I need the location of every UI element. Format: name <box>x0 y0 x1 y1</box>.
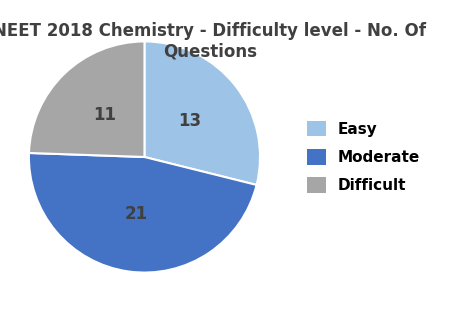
Text: 21: 21 <box>125 205 148 223</box>
Text: 11: 11 <box>93 106 116 124</box>
Wedge shape <box>29 153 257 273</box>
Legend: Easy, Moderate, Difficult: Easy, Moderate, Difficult <box>301 115 426 199</box>
Text: 13: 13 <box>178 112 202 130</box>
Wedge shape <box>29 41 144 157</box>
Text: NEET 2018 Chemistry - Difficulty level - No. Of
Questions: NEET 2018 Chemistry - Difficulty level -… <box>0 22 426 61</box>
Wedge shape <box>144 41 260 185</box>
